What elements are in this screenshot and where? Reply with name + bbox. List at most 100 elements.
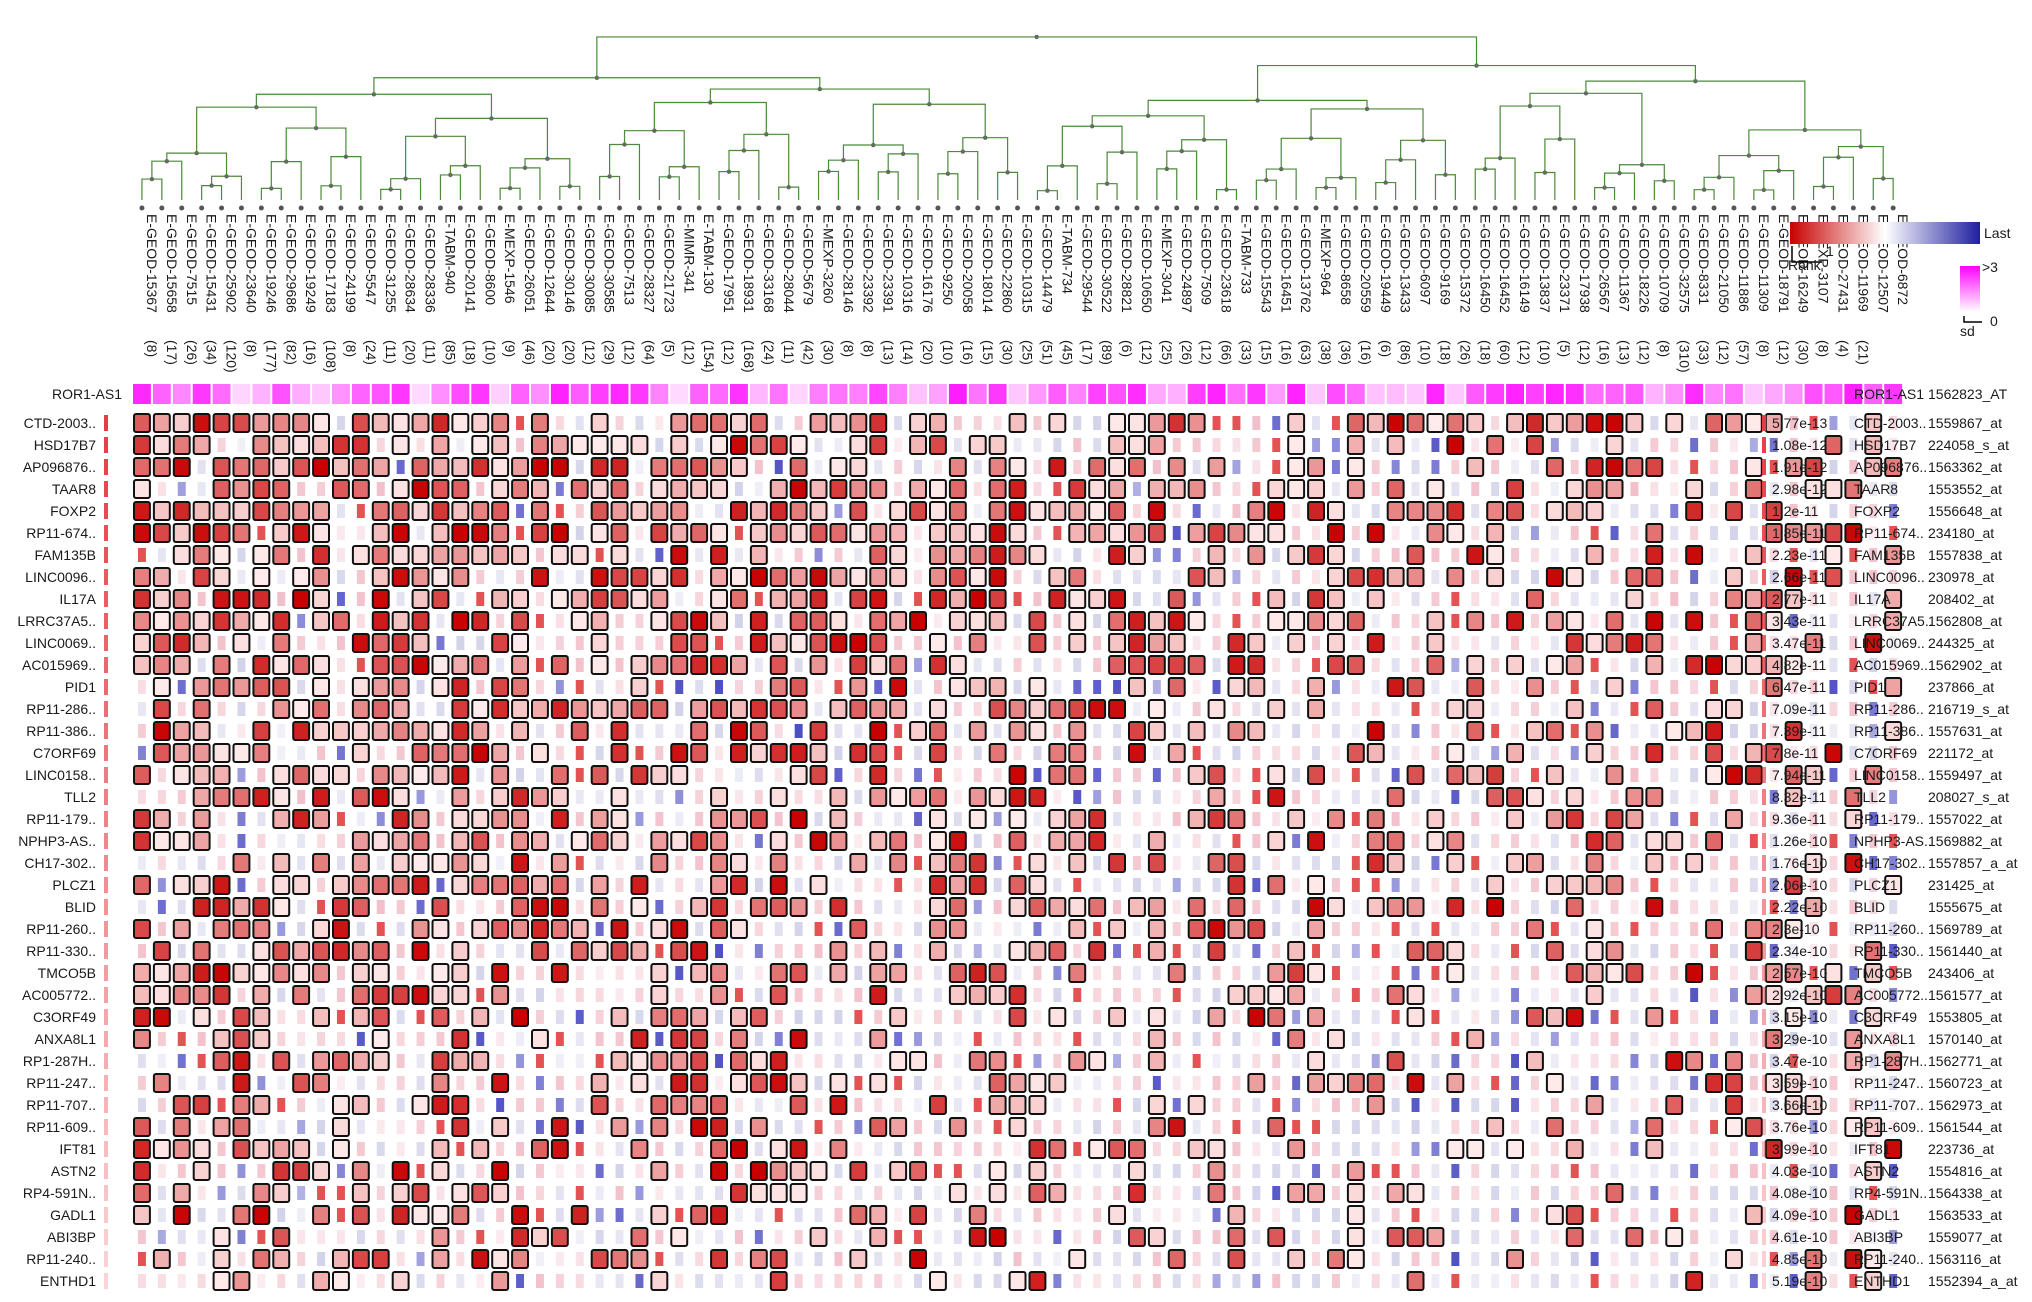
heatmap-cell-small (1570, 944, 1579, 958)
pvalue-indicator (1762, 547, 1766, 563)
gene-probe-id: 1552394_a_at (1928, 1273, 2018, 1289)
heatmap-cell-small (1650, 944, 1659, 958)
heatmap-cell-small (1550, 900, 1559, 914)
heatmap-cell-small (1252, 570, 1261, 584)
heatmap-cell-small (376, 812, 385, 826)
heatmap-cell-small (1809, 790, 1818, 804)
heatmap-cell-small (1630, 922, 1639, 936)
heatmap-cell-small (1690, 592, 1699, 606)
heatmap-cell-small (1132, 1274, 1141, 1288)
heatmap-cell-small (1152, 680, 1161, 694)
heatmap-cell-small (814, 856, 823, 870)
heatmap-cell-small (197, 592, 206, 606)
heatmap-cell (1764, 1073, 1783, 1093)
heatmap-cell (630, 677, 649, 697)
heatmap-cell-small (715, 1274, 724, 1288)
heatmap-cell-small (1610, 592, 1619, 606)
dataset-leaf-dot (1691, 205, 1697, 211)
heatmap-cell (1605, 963, 1624, 983)
heatmap-cell (1565, 787, 1584, 807)
heatmap-cell-small (655, 1076, 664, 1090)
heatmap-cell-small (535, 1186, 544, 1200)
heatmap-cell (451, 765, 470, 785)
heatmap-cell (531, 1139, 549, 1159)
heatmap-cell (1784, 655, 1803, 675)
heatmap-cell (550, 699, 569, 719)
dataset-leaf-dot (1373, 205, 1379, 211)
heatmap-cell-small (1789, 482, 1798, 496)
heatmap-cell (1108, 545, 1126, 565)
heatmap-cell (252, 743, 271, 763)
heatmap-cell (351, 457, 370, 477)
dataset-sample-count: (24) (761, 340, 777, 365)
rank-legend-high-label: Last (1984, 225, 2011, 241)
heatmap-cell (988, 963, 1007, 983)
heatmap-cell-small (1471, 1164, 1480, 1178)
gene-label: RP11-707.. (26, 1097, 96, 1113)
heatmap-cell (152, 699, 171, 719)
heatmap-cell (531, 743, 549, 763)
heatmap-cell-small (1331, 878, 1340, 892)
heatmap-cell-small (1033, 1230, 1042, 1244)
heatmap-cell-small (1530, 944, 1539, 958)
heatmap-cell-small (1749, 856, 1758, 870)
heatmap-cell-small (894, 1274, 903, 1288)
heatmap-cell-small (1371, 702, 1380, 716)
heatmap-cell (869, 743, 888, 763)
heatmap-cell (1565, 633, 1584, 653)
sd-strip-cell (1287, 384, 1306, 404)
heatmap-cell (431, 523, 450, 543)
heatmap-cell-small (675, 856, 684, 870)
heatmap-cell (570, 611, 589, 631)
reference-gene-label: ROR1-AS1 (52, 386, 122, 402)
heatmap-cell (968, 809, 987, 829)
heatmap-cell (988, 1161, 1007, 1181)
heatmap-cell-small (993, 658, 1002, 672)
heatmap-cell-small (1331, 702, 1340, 716)
heatmap-cell-small (177, 790, 186, 804)
heatmap-cell-small (695, 1252, 704, 1266)
heatmap-cell (1068, 743, 1087, 763)
heatmap-cell-small (257, 856, 266, 870)
heatmap-cell (1128, 413, 1146, 433)
dendrogram-branch (1265, 168, 1297, 200)
dataset-label: E-GEOD-23618 (1219, 214, 1235, 313)
heatmap-cell-small (834, 1054, 843, 1068)
heatmap-cell (869, 787, 888, 807)
heatmap-cell-small (774, 460, 783, 474)
heatmap-cell (1068, 501, 1087, 521)
heatmap-cell (1426, 479, 1445, 499)
heatmap-cell (272, 875, 291, 895)
heatmap-cell-small (297, 1120, 306, 1134)
heatmap-cell-small (1391, 658, 1400, 672)
dendrogram-node (1821, 184, 1826, 189)
dataset-sample-count: (310) (1676, 340, 1692, 373)
dataset-leaf-dot (1134, 205, 1140, 211)
heatmap-cell-small (734, 988, 743, 1002)
heatmap-cell (650, 589, 669, 609)
heatmap-cell-small (655, 1230, 664, 1244)
heatmap-cell-small (635, 724, 644, 738)
pvalue-indicator (1762, 437, 1766, 453)
heatmap-cell (769, 743, 788, 763)
heatmap-cell-small (914, 812, 923, 826)
heatmap-cell (1048, 897, 1067, 917)
gene-pvalue: 7.39e-11 (1772, 723, 1826, 739)
heatmap-cell (670, 655, 689, 675)
heatmap-cell-small (177, 1010, 186, 1024)
heatmap-cell-small (953, 790, 962, 804)
heatmap-cell (192, 545, 211, 565)
heatmap-cell-small (1550, 1274, 1559, 1288)
gene-rank-indicator (104, 921, 108, 937)
heatmap-cell-small (1749, 1142, 1758, 1156)
gene-rank-indicator (104, 877, 108, 893)
heatmap-cell-small (914, 944, 923, 958)
heatmap-cell (1307, 1007, 1325, 1027)
heatmap-cell (929, 875, 947, 895)
heatmap-cell-small (1650, 592, 1659, 606)
sd-strip-cell (988, 384, 1007, 404)
heatmap-cell (391, 1271, 410, 1291)
heatmap-cell-small (1113, 944, 1122, 958)
heatmap-cell (690, 1117, 709, 1137)
heatmap-cell (411, 853, 430, 873)
